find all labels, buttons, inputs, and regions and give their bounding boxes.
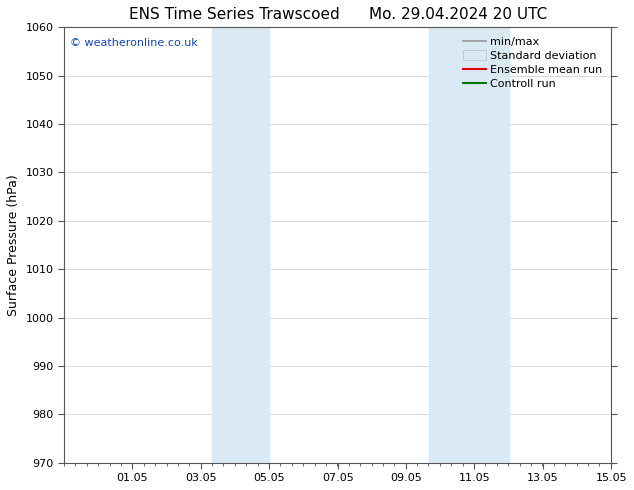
Y-axis label: Surface Pressure (hPa): Surface Pressure (hPa) bbox=[7, 174, 20, 316]
Text: © weatheronline.co.uk: © weatheronline.co.uk bbox=[70, 38, 197, 48]
Legend: min/max, Standard deviation, Ensemble mean run, Controll run: min/max, Standard deviation, Ensemble me… bbox=[460, 33, 605, 93]
Bar bbox=[429, 27, 508, 463]
Title: ENS Time Series Trawscoed      Mo. 29.04.2024 20 UTC: ENS Time Series Trawscoed Mo. 29.04.2024… bbox=[129, 7, 547, 22]
Bar bbox=[212, 27, 269, 463]
